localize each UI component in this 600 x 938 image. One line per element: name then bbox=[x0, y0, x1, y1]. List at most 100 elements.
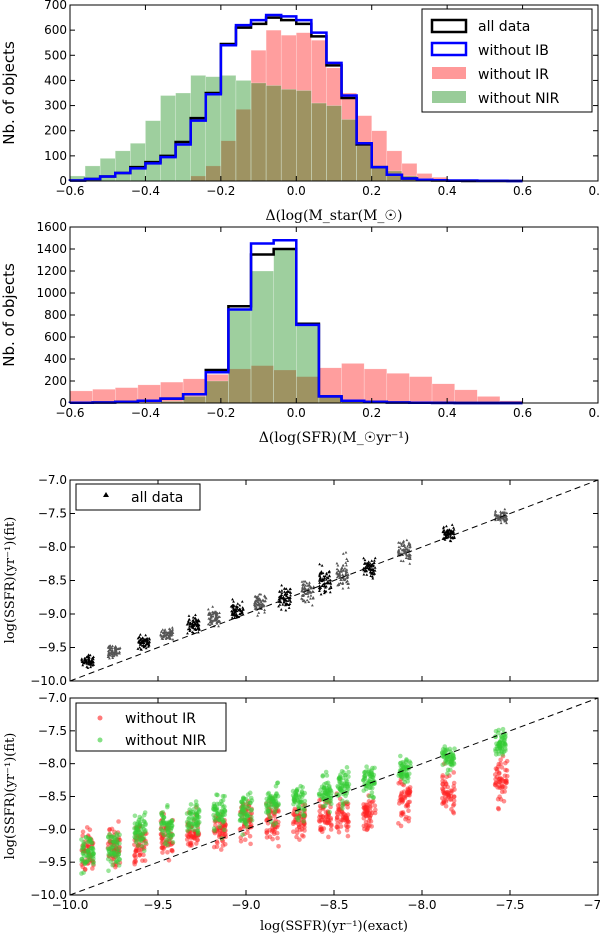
scatter-point-all-data bbox=[264, 596, 268, 600]
scatter-point-all-data bbox=[370, 563, 373, 567]
scatter-point-all-data bbox=[261, 604, 265, 607]
scatter-point-all-data bbox=[188, 629, 192, 633]
scatter-point-all-data bbox=[447, 528, 451, 532]
scatter-point-without-nir bbox=[292, 790, 298, 795]
scatter-point-all-data bbox=[319, 592, 323, 596]
y-tick-label: −7.5 bbox=[38, 724, 67, 738]
scatter-point-all-data bbox=[144, 633, 148, 637]
scatter-point-without-ir bbox=[220, 843, 226, 848]
scatter-point-without-nir bbox=[219, 801, 225, 807]
scatter-point-without-nir bbox=[273, 783, 279, 789]
scatter-point-all-data bbox=[300, 589, 304, 593]
scatter-point-without-nir bbox=[300, 805, 306, 811]
scatter-point-without-nir bbox=[407, 759, 412, 764]
scatter-point-without-ir bbox=[338, 817, 344, 823]
scatter-point-without-ir bbox=[218, 847, 224, 852]
scatter-point-all-data bbox=[400, 548, 404, 552]
scatter-point-without-ir bbox=[367, 814, 373, 820]
scatter-point-all-data bbox=[239, 609, 243, 612]
scatter-point-without-nir bbox=[113, 845, 119, 850]
scatter-point-all-data bbox=[303, 586, 307, 590]
scatter-point-without-nir bbox=[248, 808, 254, 813]
scatter-point-all-data bbox=[229, 604, 233, 608]
scatter-point-all-data bbox=[236, 602, 240, 605]
legend-marker-all-data bbox=[103, 492, 109, 497]
hist-bar-without-ir bbox=[69, 390, 93, 404]
scatter-point-all-data bbox=[193, 622, 197, 626]
scatter-point-all-data bbox=[340, 570, 343, 573]
scatter-point-without-nir bbox=[338, 786, 343, 792]
scatter-point-all-data bbox=[259, 605, 263, 608]
scatter-point-without-nir bbox=[186, 816, 191, 822]
scatter-point-without-nir bbox=[142, 810, 148, 815]
scatter-point-without-nir bbox=[340, 806, 345, 811]
scatter-point-without-nir bbox=[132, 813, 138, 819]
scatter-point-all-data bbox=[88, 659, 92, 663]
scatter-point-without-nir bbox=[193, 803, 198, 808]
hist-bar-without-ir bbox=[92, 389, 116, 404]
x-tick-label: −0.2 bbox=[206, 406, 235, 420]
scatter-point-all-data bbox=[320, 564, 324, 567]
scatter-point-without-ir bbox=[503, 767, 508, 773]
mstar-xlabel: Δ(log(M_star(M_☉) bbox=[266, 208, 403, 224]
scatter-point-without-ir bbox=[275, 835, 280, 841]
scatter-point-without-ir bbox=[443, 781, 449, 787]
scatter-point-all-data bbox=[89, 665, 93, 669]
scatter-point-without-nir bbox=[324, 800, 329, 806]
scatter-point-all-data bbox=[168, 629, 172, 633]
scatter-point-all-data bbox=[213, 610, 217, 613]
scatter-point-all-data bbox=[207, 617, 211, 620]
x-tick-label: −8.0 bbox=[407, 898, 436, 912]
scatter-point-all-data bbox=[505, 517, 509, 520]
scatter-point-all-data bbox=[218, 620, 222, 623]
scatter-point-all-data bbox=[449, 529, 453, 533]
scatter-point-without-nir bbox=[442, 744, 448, 749]
scatter-point-all-data bbox=[404, 556, 408, 559]
scatter-point-all-data bbox=[171, 631, 174, 634]
scatter-point-all-data bbox=[87, 653, 90, 656]
scatter-point-all-data bbox=[397, 545, 401, 549]
scatter-point-without-ir bbox=[504, 773, 510, 779]
scatter-point-all-data bbox=[279, 600, 283, 604]
scatter-point-all-data bbox=[312, 585, 316, 588]
scatter-point-all-data bbox=[347, 582, 351, 585]
scatter-point-all-data bbox=[310, 603, 314, 607]
scatter-point-without-ir bbox=[264, 818, 269, 823]
scatter-point-without-ir bbox=[396, 781, 401, 786]
scatter-point-without-nir bbox=[188, 809, 194, 815]
y-tick-label: 500 bbox=[44, 48, 67, 62]
scatter-point-without-nir bbox=[136, 819, 141, 825]
scatter-point-all-data bbox=[289, 600, 293, 603]
hist-bar-without-nir bbox=[130, 143, 146, 182]
scatter-point-all-data bbox=[327, 578, 331, 582]
scatter-point-without-nir bbox=[112, 851, 117, 856]
scatter-point-without-ir bbox=[397, 798, 403, 803]
scatter-point-all-data bbox=[259, 599, 263, 602]
scatter-point-without-nir bbox=[249, 814, 254, 820]
scatter-point-all-data bbox=[213, 616, 217, 620]
scatter-point-all-data bbox=[304, 580, 307, 583]
scatter-point-without-nir bbox=[222, 808, 228, 813]
scatter-point-without-ir bbox=[291, 829, 296, 834]
scatter-point-all-data bbox=[365, 566, 369, 569]
scatter-point-without-ir bbox=[446, 794, 452, 799]
scatter-point-all-data bbox=[92, 655, 95, 659]
scatter-point-without-nir bbox=[273, 820, 279, 826]
scatter-point-all-data bbox=[264, 599, 267, 603]
scatter-point-without-ir bbox=[398, 813, 404, 818]
scatter-point-all-data bbox=[345, 568, 349, 571]
x-tick-label: 0.8 bbox=[588, 406, 600, 420]
ssfr-all-reference-line bbox=[69, 479, 599, 682]
scatter-point-all-data bbox=[448, 532, 452, 535]
scatter-point-all-data bbox=[494, 518, 497, 522]
scatter-point-all-data bbox=[196, 622, 200, 625]
scatter-point-without-nir bbox=[320, 796, 326, 802]
scatter-point-without-ir bbox=[451, 780, 457, 786]
scatter-point-all-data bbox=[367, 560, 371, 563]
scatter-point-without-nir bbox=[445, 767, 451, 773]
scatter-point-all-data bbox=[399, 559, 403, 562]
scatter-point-all-data bbox=[300, 597, 303, 600]
scatter-point-all-data bbox=[238, 603, 242, 607]
scatter-point-all-data bbox=[400, 542, 403, 545]
scatter-point-without-ir bbox=[264, 830, 270, 836]
